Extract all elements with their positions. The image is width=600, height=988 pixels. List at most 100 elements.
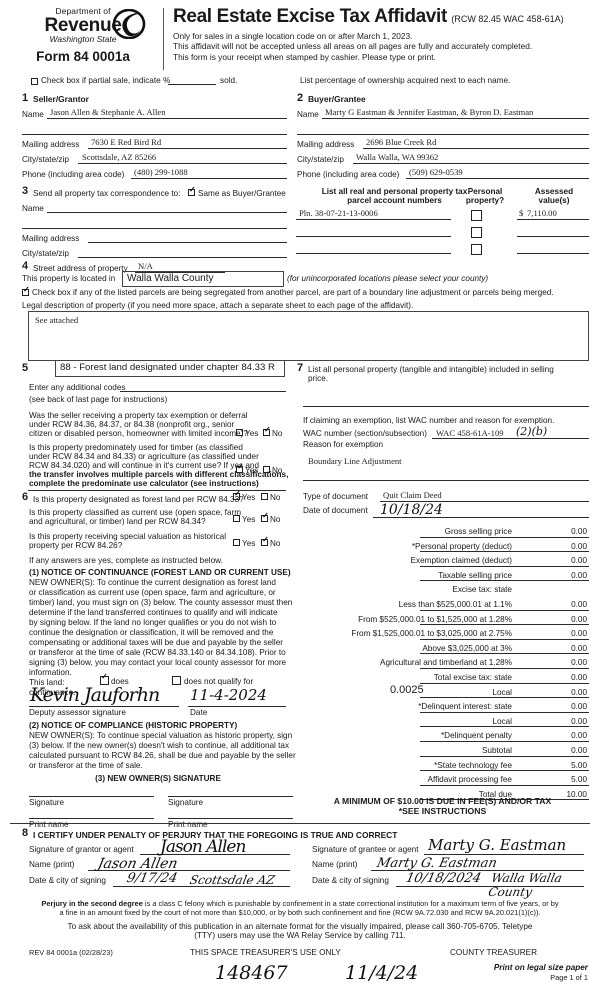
- tax-row-line[interactable]: [516, 711, 589, 713]
- buyer-name-line[interactable]: [322, 118, 589, 119]
- tax-row-line[interactable]: [516, 682, 589, 684]
- correspondence-mailing-label: Mailing address: [22, 234, 80, 243]
- county-select[interactable]: [122, 271, 284, 287]
- tax-row-line[interactable]: [516, 580, 589, 582]
- personal-property-checkbox-1[interactable]: [471, 210, 482, 221]
- tax-row-line[interactable]: [516, 740, 589, 742]
- buyer-city-line[interactable]: [353, 163, 589, 164]
- treasurer-stamp-number: 148467: [215, 962, 288, 984]
- personal-property-checkbox-3[interactable]: [471, 244, 482, 255]
- tax-row-line[interactable]: [516, 609, 589, 611]
- parcel-line-3[interactable]: [296, 253, 451, 254]
- buyer-name-line-2[interactable]: [297, 134, 589, 135]
- tax-row-line[interactable]: [516, 799, 589, 801]
- partial-sale-checkbox[interactable]: [31, 78, 38, 85]
- correspondence-name-line-2[interactable]: [22, 228, 287, 229]
- tax-row-line[interactable]: [516, 697, 589, 699]
- wac-number-line[interactable]: [432, 438, 589, 439]
- correspondence-city-line[interactable]: [78, 257, 287, 258]
- grantor-signature-line[interactable]: [140, 854, 290, 855]
- tax-row-line[interactable]: [516, 565, 589, 567]
- tax-row-line[interactable]: [516, 638, 589, 640]
- tax-row-label: Subtotal: [481, 746, 512, 755]
- seller-city-line[interactable]: [78, 163, 287, 164]
- new-owner-printname-line-1[interactable]: [29, 818, 154, 819]
- tax-row-line[interactable]: [516, 536, 589, 538]
- section-6-number: 6: [22, 491, 29, 503]
- grantor-date-line[interactable]: [113, 886, 290, 887]
- s6-q1-no-checkbox[interactable]: [261, 493, 268, 500]
- assessed-line-1[interactable]: [517, 219, 589, 220]
- document-type-value: Quit Claim Deed: [383, 490, 442, 500]
- seller-phone-line[interactable]: [131, 178, 287, 179]
- seller-mailing-line[interactable]: [88, 148, 287, 149]
- header-sub2: This affidavit will not be accepted unle…: [173, 41, 533, 52]
- correspondence-name-line[interactable]: [47, 212, 287, 213]
- document-type-line[interactable]: [380, 501, 589, 502]
- s6-q1-yes-checkbox[interactable]: [233, 490, 241, 500]
- same-as-buyer-checkbox[interactable]: [188, 186, 196, 196]
- seller-name-line[interactable]: [47, 118, 287, 119]
- s5-q1-yes-checkbox[interactable]: [236, 429, 243, 436]
- tax-row-line[interactable]: [516, 726, 589, 728]
- document-date-line[interactable]: [373, 517, 589, 518]
- buyer-heading: Buyer/Grantee: [308, 94, 366, 104]
- assessed-line-2[interactable]: [517, 236, 589, 237]
- street-address-line[interactable]: [135, 272, 225, 273]
- additional-codes-line[interactable]: [120, 391, 286, 392]
- personal-property-line[interactable]: [303, 406, 589, 407]
- grantee-name-line[interactable]: [371, 870, 584, 871]
- s6-q3-no-label: No: [270, 539, 281, 548]
- deputy-assessor-date-line[interactable]: [188, 706, 286, 707]
- notice-1-line-8: or transferor at the time of sale (RCW 8…: [29, 648, 286, 657]
- s6-q2-no-checkbox[interactable]: [261, 512, 269, 522]
- does-not-qualify-checkbox[interactable]: [172, 676, 181, 685]
- seller-name-line-2[interactable]: [22, 134, 287, 135]
- assessed-line-3[interactable]: [517, 253, 589, 254]
- tax-row-line[interactable]: [516, 784, 589, 786]
- notice-2-title: (2) NOTICE OF COMPLIANCE (HISTORIC PROPE…: [29, 721, 238, 730]
- deputy-assessor-signature-line[interactable]: [29, 706, 179, 707]
- does-qualify-checkbox[interactable]: [100, 673, 109, 685]
- tax-row-value: 5.00: [571, 760, 587, 770]
- tax-row-line[interactable]: [516, 755, 589, 757]
- partial-sale-pct-line[interactable]: [168, 84, 216, 85]
- s5-q2-no-checkbox[interactable]: [263, 466, 270, 473]
- parcel-line-2[interactable]: [296, 236, 451, 237]
- tax-row-line[interactable]: [516, 653, 589, 655]
- grantee-signature-line[interactable]: [424, 854, 584, 855]
- tax-row-line[interactable]: [516, 551, 589, 553]
- tax-row-line[interactable]: [516, 624, 589, 626]
- s5-q2-yes-checkbox[interactable]: [236, 463, 244, 473]
- tax-row-line[interactable]: [516, 667, 589, 669]
- legal-description-box[interactable]: [28, 311, 589, 361]
- tax-row-line[interactable]: [516, 770, 589, 772]
- parcel-line-1[interactable]: [296, 219, 451, 220]
- s7-heading-line1: List all personal property (tangible and…: [308, 365, 554, 374]
- correspondence-mailing-line[interactable]: [88, 242, 287, 243]
- notice-1-title: (1) NOTICE OF CONTINUANCE (FOREST LAND O…: [29, 568, 291, 577]
- grantee-date-line[interactable]: [396, 886, 584, 887]
- buyer-mailing-line[interactable]: [363, 148, 589, 149]
- s5-q1-no-checkbox[interactable]: [263, 426, 271, 436]
- department-label: Department of: [55, 6, 111, 16]
- local-rate-value: 0.0025: [390, 683, 424, 696]
- tax-row-label: Exemption claimed (deduct): [410, 556, 512, 566]
- s6-q2-yes-checkbox[interactable]: [233, 515, 240, 522]
- new-owner-signature-line-2[interactable]: [168, 796, 293, 797]
- grantor-name-line[interactable]: [88, 870, 290, 871]
- segregate-checkbox[interactable]: [22, 286, 30, 296]
- grantor-signature-value: Jason Allen: [160, 837, 246, 857]
- s5-q2-line3: RCW 84.34.020) and will continue in it's…: [29, 461, 260, 470]
- state-label: Washington State: [49, 34, 117, 44]
- s6-q3-yes-checkbox[interactable]: [233, 539, 240, 546]
- s6-q3-no-checkbox[interactable]: [261, 536, 269, 546]
- personal-property-checkbox-2[interactable]: [471, 227, 482, 238]
- buyer-phone-line[interactable]: [406, 178, 589, 179]
- tax-row-value: 0.00: [571, 570, 587, 580]
- land-use-code-select[interactable]: [55, 360, 285, 377]
- grantee-name-label: Name (print): [312, 860, 358, 869]
- new-owner-printname-label-2: Print name: [168, 820, 208, 829]
- new-owner-signature-line-1[interactable]: [29, 796, 154, 797]
- new-owner-printname-line-2[interactable]: [168, 818, 293, 819]
